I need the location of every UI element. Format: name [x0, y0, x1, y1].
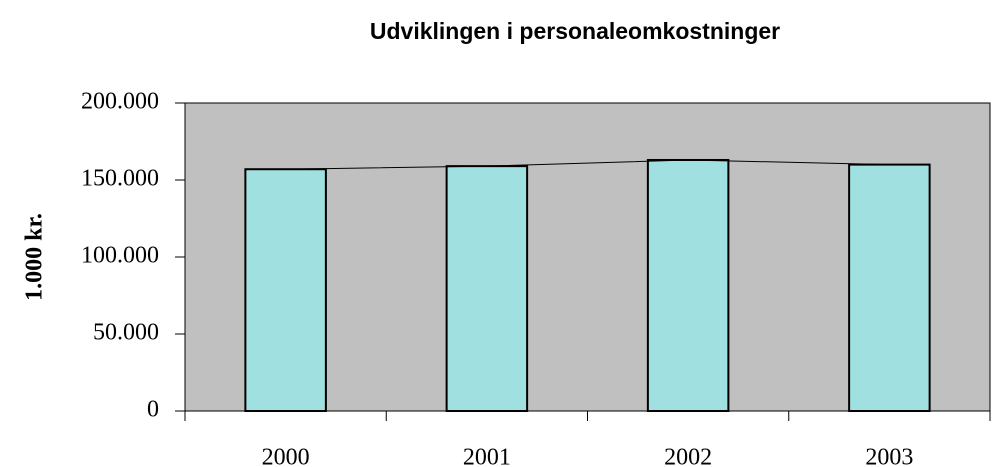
- y-tick-label: 50.000: [93, 320, 159, 346]
- bar: [445, 165, 529, 412]
- y-tick-label: 0: [147, 397, 159, 423]
- y-tick-label: 100.000: [81, 243, 159, 269]
- bar: [848, 163, 931, 412]
- x-tick-label: 2001: [463, 445, 511, 467]
- top-line: [285, 159, 890, 170]
- y-axis-label: 1.000 kr.: [22, 213, 48, 301]
- bar: [646, 158, 730, 412]
- y-tick-label: 150.000: [81, 166, 159, 192]
- chart-title: Udviklingen i personaleomkostninger: [370, 18, 780, 44]
- x-tick-label: 2003: [865, 445, 913, 467]
- x-tick-label: 2000: [262, 445, 310, 467]
- bar: [244, 168, 327, 412]
- x-tick-label: 2002: [664, 445, 712, 467]
- y-tick-label: 200.000: [81, 89, 159, 115]
